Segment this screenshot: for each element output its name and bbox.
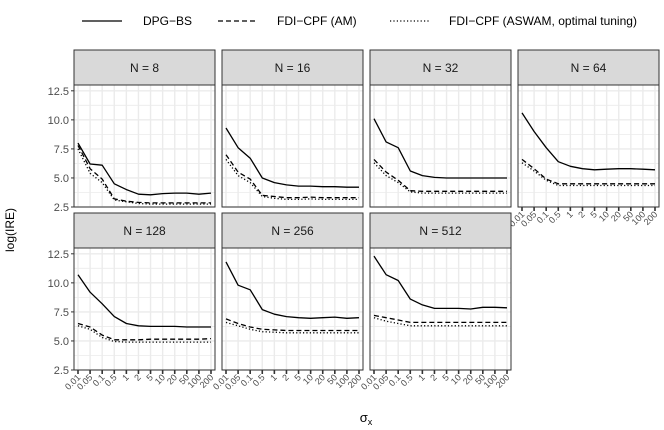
series-line-1	[521, 112, 656, 171]
x-tick-label: 2	[428, 372, 439, 383]
y-tick-label: 7.5	[54, 307, 69, 319]
x-tick-label: 5	[292, 372, 303, 383]
y-tick-label: 7.5	[54, 144, 69, 156]
series-line-1	[77, 142, 212, 196]
x-tick-label: 5	[440, 372, 451, 383]
x-tick-label: 2	[132, 372, 143, 383]
panel-strip	[73, 49, 216, 86]
panel-border	[369, 247, 512, 371]
series-line-1	[225, 127, 359, 188]
x-tick-label: 200	[642, 209, 660, 227]
x-tick-label: 2	[280, 372, 291, 383]
y-axis-title: log(IRE)	[3, 208, 17, 252]
panel-background	[370, 85, 511, 207]
x-tick-label: 1	[120, 372, 131, 383]
axis-titles: log(IRE) σx	[3, 208, 373, 427]
series-line-3	[521, 162, 655, 187]
y-tick-label: 2.5	[54, 202, 69, 214]
y-tick-label: 10.0	[48, 278, 69, 290]
panel-background	[74, 248, 215, 370]
panel-strip	[369, 49, 512, 86]
panel-1: N = 8 2.5 5.0 7.5 10.0 12.5	[48, 49, 216, 214]
panel-border	[221, 247, 364, 371]
panel-border	[369, 84, 512, 208]
series-line-3	[77, 325, 211, 343]
y-tick-label: 12.5	[48, 249, 69, 261]
panel-strip	[517, 49, 660, 86]
series-line-2	[77, 322, 212, 341]
x-tick-label: 5	[144, 372, 155, 383]
panel-strip	[369, 212, 512, 249]
legend-label-2: FDI−CPF (AM)	[277, 14, 357, 28]
panel-background	[518, 85, 659, 207]
x-tick-label: 0.5	[399, 372, 415, 388]
panel-strip-label: N = 8	[130, 61, 159, 75]
panel-border	[73, 84, 216, 208]
panel-border	[221, 84, 364, 208]
y-tick-label: 5.0	[54, 173, 69, 185]
y-tick-label: 10.0	[48, 115, 69, 127]
x-tick-label: 0.5	[251, 372, 267, 388]
panel-strip-label: N = 512	[419, 224, 462, 238]
y-tick-label: 5.0	[54, 336, 69, 348]
series-line-2	[521, 158, 655, 185]
x-tick-label: 2	[576, 209, 587, 220]
x-tick-label: 1	[416, 372, 427, 383]
series-line-1	[77, 274, 211, 328]
y-tick-label: 2.5	[54, 365, 69, 377]
panel-border	[73, 247, 216, 371]
series-line-2	[225, 154, 359, 199]
panel-strip-label: N = 64	[571, 61, 607, 75]
legend: DPG−BS FDI−CPF (AM) FDI−CPF (ASWAM, optima…	[82, 14, 637, 28]
panel-strip-label: N = 32	[423, 61, 459, 75]
panel-border	[517, 84, 660, 208]
panel-background	[222, 248, 363, 370]
series-line-2	[373, 158, 507, 192]
x-tick-label: 1	[268, 372, 279, 383]
x-tick-label: 200	[494, 372, 512, 390]
series-line-2	[77, 145, 211, 204]
series-line-1	[373, 255, 508, 310]
panel-3: N = 32	[369, 49, 512, 208]
series-line-1	[225, 261, 360, 319]
series-line-1	[373, 118, 507, 179]
series-line-2	[373, 314, 507, 324]
series-line-2	[225, 318, 359, 332]
x-axis-title: σx	[360, 410, 373, 427]
panel-strip	[221, 212, 364, 249]
x-tick-label: 1	[564, 209, 575, 220]
legend-label-1: DPG−BS	[143, 14, 192, 28]
x-tick-label: 0.5	[547, 209, 563, 225]
panel-background	[222, 85, 363, 207]
panel-strip-label: N = 16	[275, 61, 311, 75]
panel-background	[74, 85, 215, 207]
x-tick-label: 0.5	[103, 372, 119, 388]
chart-panels: N = 82.55.07.510.012.5N = 16 N = 32 N = 64…	[48, 49, 660, 392]
panel-strip-label: N = 256	[271, 224, 314, 238]
legend-label-3: FDI−CPF (ASWAM, optimal tuning)	[449, 14, 637, 28]
panel-2: N = 16	[221, 49, 364, 208]
x-tick-label: 5	[588, 209, 599, 220]
panel-strip-label: N = 128	[123, 224, 166, 238]
y-tick-label: 12.5	[48, 86, 69, 98]
